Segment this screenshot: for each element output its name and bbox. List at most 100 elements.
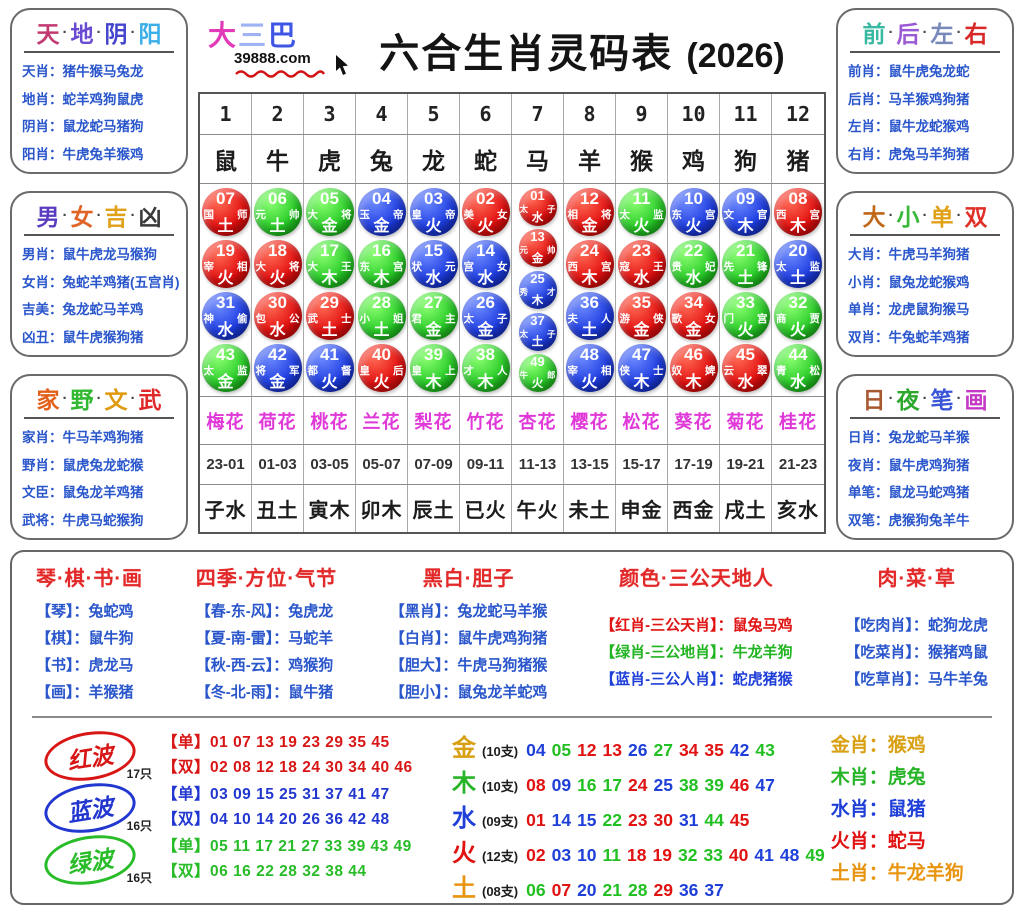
category-block: 黑白·胆子 【黑肖】：兔龙蛇马羊猴 【白肖】：鼠牛虎鸡狗猪 【胆大】：牛虎马狗猪猴 【胆… — [390, 562, 548, 706]
wave-oval-icon: 红波 — [40, 725, 140, 787]
category-row-value: 牛龙羊狗 — [732, 644, 793, 661]
ball-number: 12 — [580, 189, 599, 208]
column-animal-cell: 鼠 — [200, 135, 252, 183]
category-row-value: 鼠牛虎鸡狗猪 — [457, 630, 548, 647]
number-ball-01: 01 太 子水 — [518, 187, 557, 226]
ball-element: 土 — [789, 269, 806, 287]
category-row-value: 牛虎马狗猪猴 — [457, 657, 548, 674]
title-char: 后 — [896, 21, 920, 47]
element-number: 25 — [653, 775, 673, 795]
title-char: 地 — [70, 21, 94, 47]
ball-number: 35 — [632, 293, 651, 312]
ball-number: 23 — [632, 241, 651, 260]
ball-name-right: 相 — [601, 365, 612, 377]
ball-name-left: 青 — [776, 365, 787, 377]
category-row-label: 【琴】： — [36, 603, 89, 620]
zodiac-line: 吉美：兔龙蛇马羊鸡 — [22, 296, 176, 324]
logo-site-url[interactable]: 39888.com — [234, 50, 311, 67]
element-number: 47 — [755, 775, 775, 795]
right-info-column: 前 · 后 · 左 · 右前肖：鼠牛虎兔龙蛇 后肖：马羊猴鸡狗猪 左肖：鼠牛龙蛇猴鸡 右肖：虎兔马… — [836, 8, 1014, 540]
number-ball-41: 41 都 督火 — [305, 344, 354, 392]
title-char: 夜 — [896, 387, 920, 413]
ball-name-left: 太 — [619, 209, 631, 221]
ball-element: 土 — [581, 321, 598, 339]
wave-even-numbers: 06 16 22 28 32 38 44 — [210, 863, 367, 880]
number-ball-22: 22 贵 妃水 — [669, 240, 718, 288]
zodiac-line-label: 大肖： — [848, 247, 889, 262]
wave-odd-numbers: 01 07 13 19 23 29 35 45 — [210, 734, 390, 752]
ball-element: 土 — [321, 321, 338, 339]
ball-name-right: 公 — [289, 313, 300, 325]
number-ball-31: 31 神 偷水 — [201, 292, 250, 340]
category-row-value: 鼠兔龙羊蛇鸡 — [457, 684, 548, 701]
zodiac-line-label: 右肖： — [848, 147, 889, 163]
element-number: 46 — [729, 775, 750, 795]
category-row-value: 羊猴猪 — [88, 684, 134, 701]
column-time-cell: 11-13 — [512, 445, 564, 484]
element-number: 07 — [551, 880, 572, 900]
element-count: (10支) — [482, 779, 519, 794]
ball-name-right: 督 — [341, 365, 352, 377]
dot-separator: · — [62, 206, 68, 224]
ball-number: 10 — [684, 189, 703, 208]
element-number: 10 — [577, 845, 597, 865]
column-animal-cell: 猴 — [616, 135, 668, 183]
ball-name-left: 西 — [567, 261, 579, 273]
ball-number: 04 — [372, 189, 391, 208]
element-zodiac-label: 水肖： — [830, 799, 888, 820]
zodiac-line: 家肖：牛马羊鸡狗猪 — [22, 424, 176, 452]
column-hour-cell: 午火 — [512, 485, 564, 532]
number-ball-17: 17 大 王木 — [305, 240, 354, 288]
ball-number: 17 — [320, 241, 339, 260]
zodiac-line-value: 猪牛猴马兔龙 — [62, 64, 144, 79]
wave-even-line: 【双】06 16 22 28 32 38 44 — [162, 860, 412, 885]
element-zodiac-value: 蛇马 — [887, 831, 926, 852]
number-ball-46: 46 奴 婢木 — [669, 344, 718, 392]
element-number: 26 — [628, 740, 648, 760]
category-row-label: 【秋-西-云】： — [195, 657, 289, 674]
zodiac-line-label: 凶丑： — [22, 330, 63, 346]
dot-separator: · — [956, 389, 962, 407]
column-hour-cell: 子水 — [200, 485, 252, 532]
element-row-金: 金 (10支) 04 05 12 13 26 27 34 35 42 43 — [450, 728, 831, 763]
number-ball-24: 24 西 宫木 — [565, 240, 614, 288]
ball-name-left: 元 — [255, 209, 267, 221]
element-numbers: 08 09 16 17 24 25 38 39 46 47 — [526, 775, 781, 796]
column-number-cell: 12 — [785, 102, 811, 126]
element-number: 13 — [602, 740, 622, 760]
ball-number: 02 — [476, 189, 495, 208]
zodiac-line-label: 双肖： — [848, 330, 889, 346]
element-number: 33 — [703, 845, 723, 865]
wave-count: 17只 — [126, 767, 152, 781]
category-row-label: 【蓝肖-三公人肖】： — [600, 671, 733, 688]
ball-name-left: 都 — [307, 365, 319, 377]
category-row-value: 鼠牛狗 — [88, 630, 134, 647]
ball-name-right: 王 — [653, 261, 664, 273]
wave-even-label: 【双】 — [162, 759, 211, 776]
dot-separator: · — [922, 23, 928, 41]
ball-name-right: 女 — [705, 313, 716, 325]
element-number: 19 — [652, 845, 672, 865]
title-char: 野 — [70, 387, 94, 413]
element-zodiac-list: 金肖：猴鸡 木肖：虎兔 水肖：鼠猪 火肖：蛇马 土肖：牛龙羊狗 — [831, 724, 1011, 895]
element-name: 木 — [452, 770, 476, 797]
element-number: 09 — [551, 775, 572, 795]
number-ball-18: 18 大 将火 — [253, 240, 302, 288]
column-flower-cell: 松花 — [616, 397, 668, 444]
element-zodiac-row: 火肖：蛇马 — [831, 826, 1011, 853]
category-lists: 琴·棋·书·画 【琴】：兔蛇鸡 【棋】：鼠牛狗 【书】：虎龙马 【画】：羊猴猪 四季·方位… — [32, 562, 992, 706]
info-box-title: 家 · 野 · 文 · 武 — [24, 381, 174, 419]
info-box-title: 男 · 女 · 吉 · 凶 — [24, 198, 174, 236]
ball-element: 金 — [217, 373, 234, 391]
category-row: 【秋-西-云】：鸡猴狗 — [196, 652, 337, 679]
dot-separator: · — [130, 389, 136, 407]
ball-name-right: 宫 — [393, 261, 404, 273]
zodiac-line: 单肖：龙虎鼠狗猴马 — [848, 296, 1002, 324]
column-hour-cell: 戌土 — [720, 485, 772, 532]
number-ball-26: 26 太 子金 — [461, 292, 510, 340]
ball-row: 07 国师土 19 宰相火 31 神偷水 43 太监金 06 元帅土 18 大将火 30 包公水 42 将军金… — [200, 184, 824, 397]
ball-element: 水 — [633, 269, 650, 287]
category-row-label: 【夏-南-雷】： — [195, 630, 289, 647]
zodiac-line-value: 鼠兔龙蛇猴鸡 — [888, 274, 970, 290]
zodiac-line-label: 双笔： — [848, 513, 889, 529]
